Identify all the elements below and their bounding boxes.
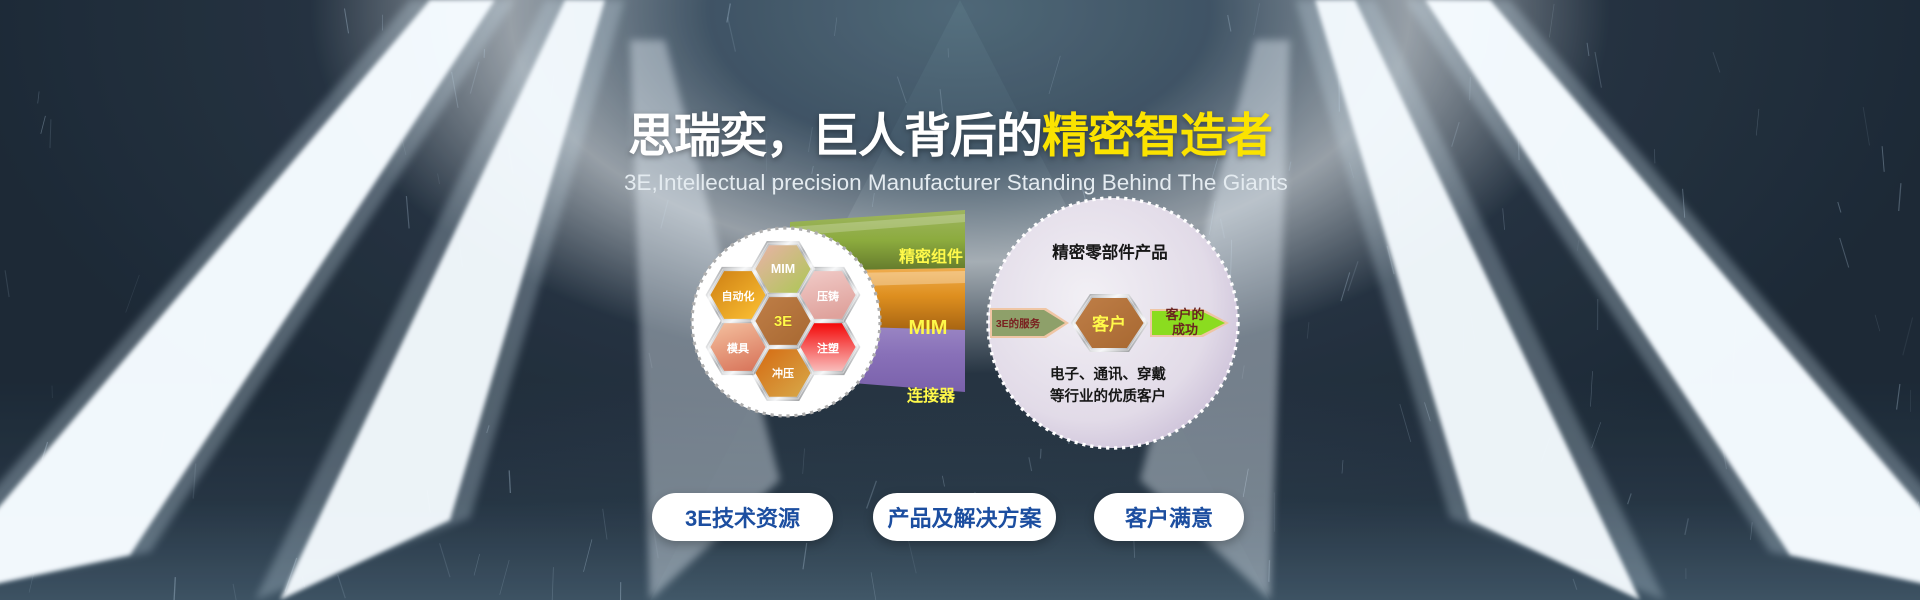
svg-text:3E: 3E: [774, 313, 792, 330]
svg-text:精密组件: 精密组件: [899, 247, 963, 266]
svg-text:压铸: 压铸: [817, 289, 839, 303]
svg-text:客户的: 客户的: [1165, 307, 1204, 322]
svg-text:注塑: 注塑: [817, 341, 839, 355]
svg-text:MIM: MIM: [771, 262, 795, 276]
svg-text:精密零部件产品: 精密零部件产品: [1052, 242, 1168, 262]
svg-text:MIM: MIM: [909, 317, 948, 339]
svg-text:模具: 模具: [727, 341, 749, 355]
svg-text:等行业的优质客户: 等行业的优质客户: [1050, 387, 1166, 405]
svg-text:客户: 客户: [1091, 314, 1126, 334]
svg-text:连接器: 连接器: [907, 386, 956, 405]
svg-text:冲压: 冲压: [772, 366, 794, 380]
svg-text:3E的服务: 3E的服务: [996, 317, 1041, 330]
svg-text:自动化: 自动化: [722, 289, 755, 303]
svg-text:成功: 成功: [1172, 322, 1198, 337]
svg-text:电子、通讯、穿戴: 电子、通讯、穿戴: [1050, 365, 1166, 383]
